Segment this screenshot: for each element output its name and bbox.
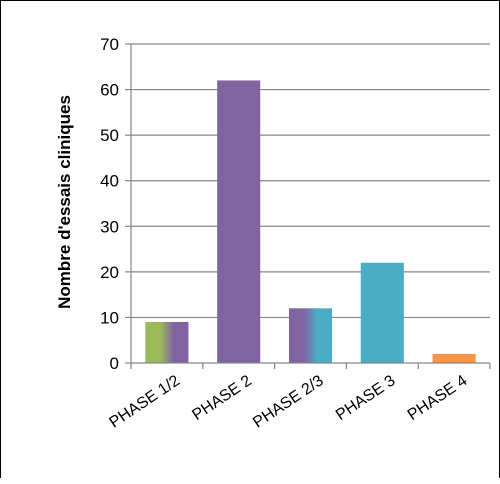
y-axis-label: Nombre d'essais cliniques [55, 95, 74, 309]
bar-phase-3 [360, 262, 404, 363]
x-tick-label: PHASE 3 [333, 372, 399, 424]
bar-phase-2-3 [288, 308, 333, 363]
bar-phase-2 [217, 80, 261, 363]
y-tick-labels: 0 10 20 30 40 50 60 70 [100, 35, 119, 373]
x-tick-label: PHASE 4 [405, 372, 471, 424]
axes [130, 44, 491, 369]
y-tick-label: 20 [100, 263, 119, 282]
bar-phase-4 [432, 353, 476, 363]
gridlines [125, 43, 490, 364]
bar-phase-1-2 [145, 321, 189, 363]
x-tick-label: PHASE 2/3 [250, 372, 327, 431]
y-tick-label: 70 [100, 35, 119, 54]
x-tick-label: PHASE 2 [189, 372, 255, 424]
y-tick-label: 10 [100, 308, 119, 327]
y-tick-label: 30 [100, 217, 119, 236]
y-tick-label: 60 [100, 81, 119, 100]
y-tick-label: 0 [110, 354, 119, 373]
y-tick-label: 50 [100, 126, 119, 145]
y-tick-label: 40 [100, 172, 119, 191]
bars [145, 80, 476, 363]
x-tick-label: PHASE 1/2 [107, 372, 184, 431]
